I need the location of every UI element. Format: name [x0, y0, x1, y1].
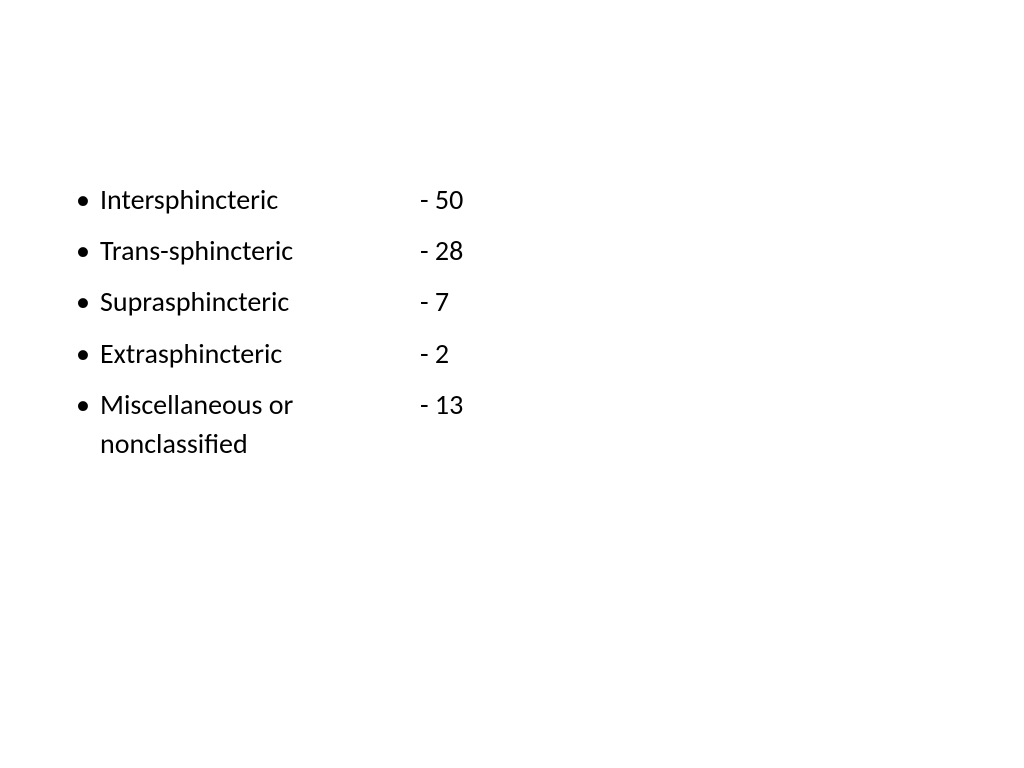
item-label: Trans-sphincteric [100, 231, 420, 270]
bullet-icon: • [70, 180, 100, 219]
list-item: • Suprasphincteric - 7 [70, 282, 1024, 321]
bullet-icon: • [70, 231, 100, 270]
list-item: • Extrasphincteric - 2 [70, 334, 1024, 373]
bullet-icon: • [70, 385, 100, 424]
list-item: • Miscellaneous or nonclassified - 13 [70, 385, 1024, 463]
item-label: Extrasphincteric [100, 334, 420, 373]
bullet-icon: • [70, 334, 100, 373]
item-label: Suprasphincteric [100, 282, 420, 321]
item-label: Intersphincteric [100, 180, 420, 219]
list-item: • Intersphincteric - 50 [70, 180, 1024, 219]
item-value: - 28 [420, 231, 463, 270]
item-value: - 7 [420, 282, 449, 321]
item-value: - 13 [420, 385, 463, 424]
item-value: - 2 [420, 334, 449, 373]
item-value: - 50 [420, 180, 463, 219]
slide-content: • Intersphincteric - 50 • Trans-sphincte… [70, 180, 1024, 463]
item-label: Miscellaneous or nonclassified [100, 385, 420, 463]
list-item: • Trans-sphincteric - 28 [70, 231, 1024, 270]
bullet-icon: • [70, 282, 100, 321]
